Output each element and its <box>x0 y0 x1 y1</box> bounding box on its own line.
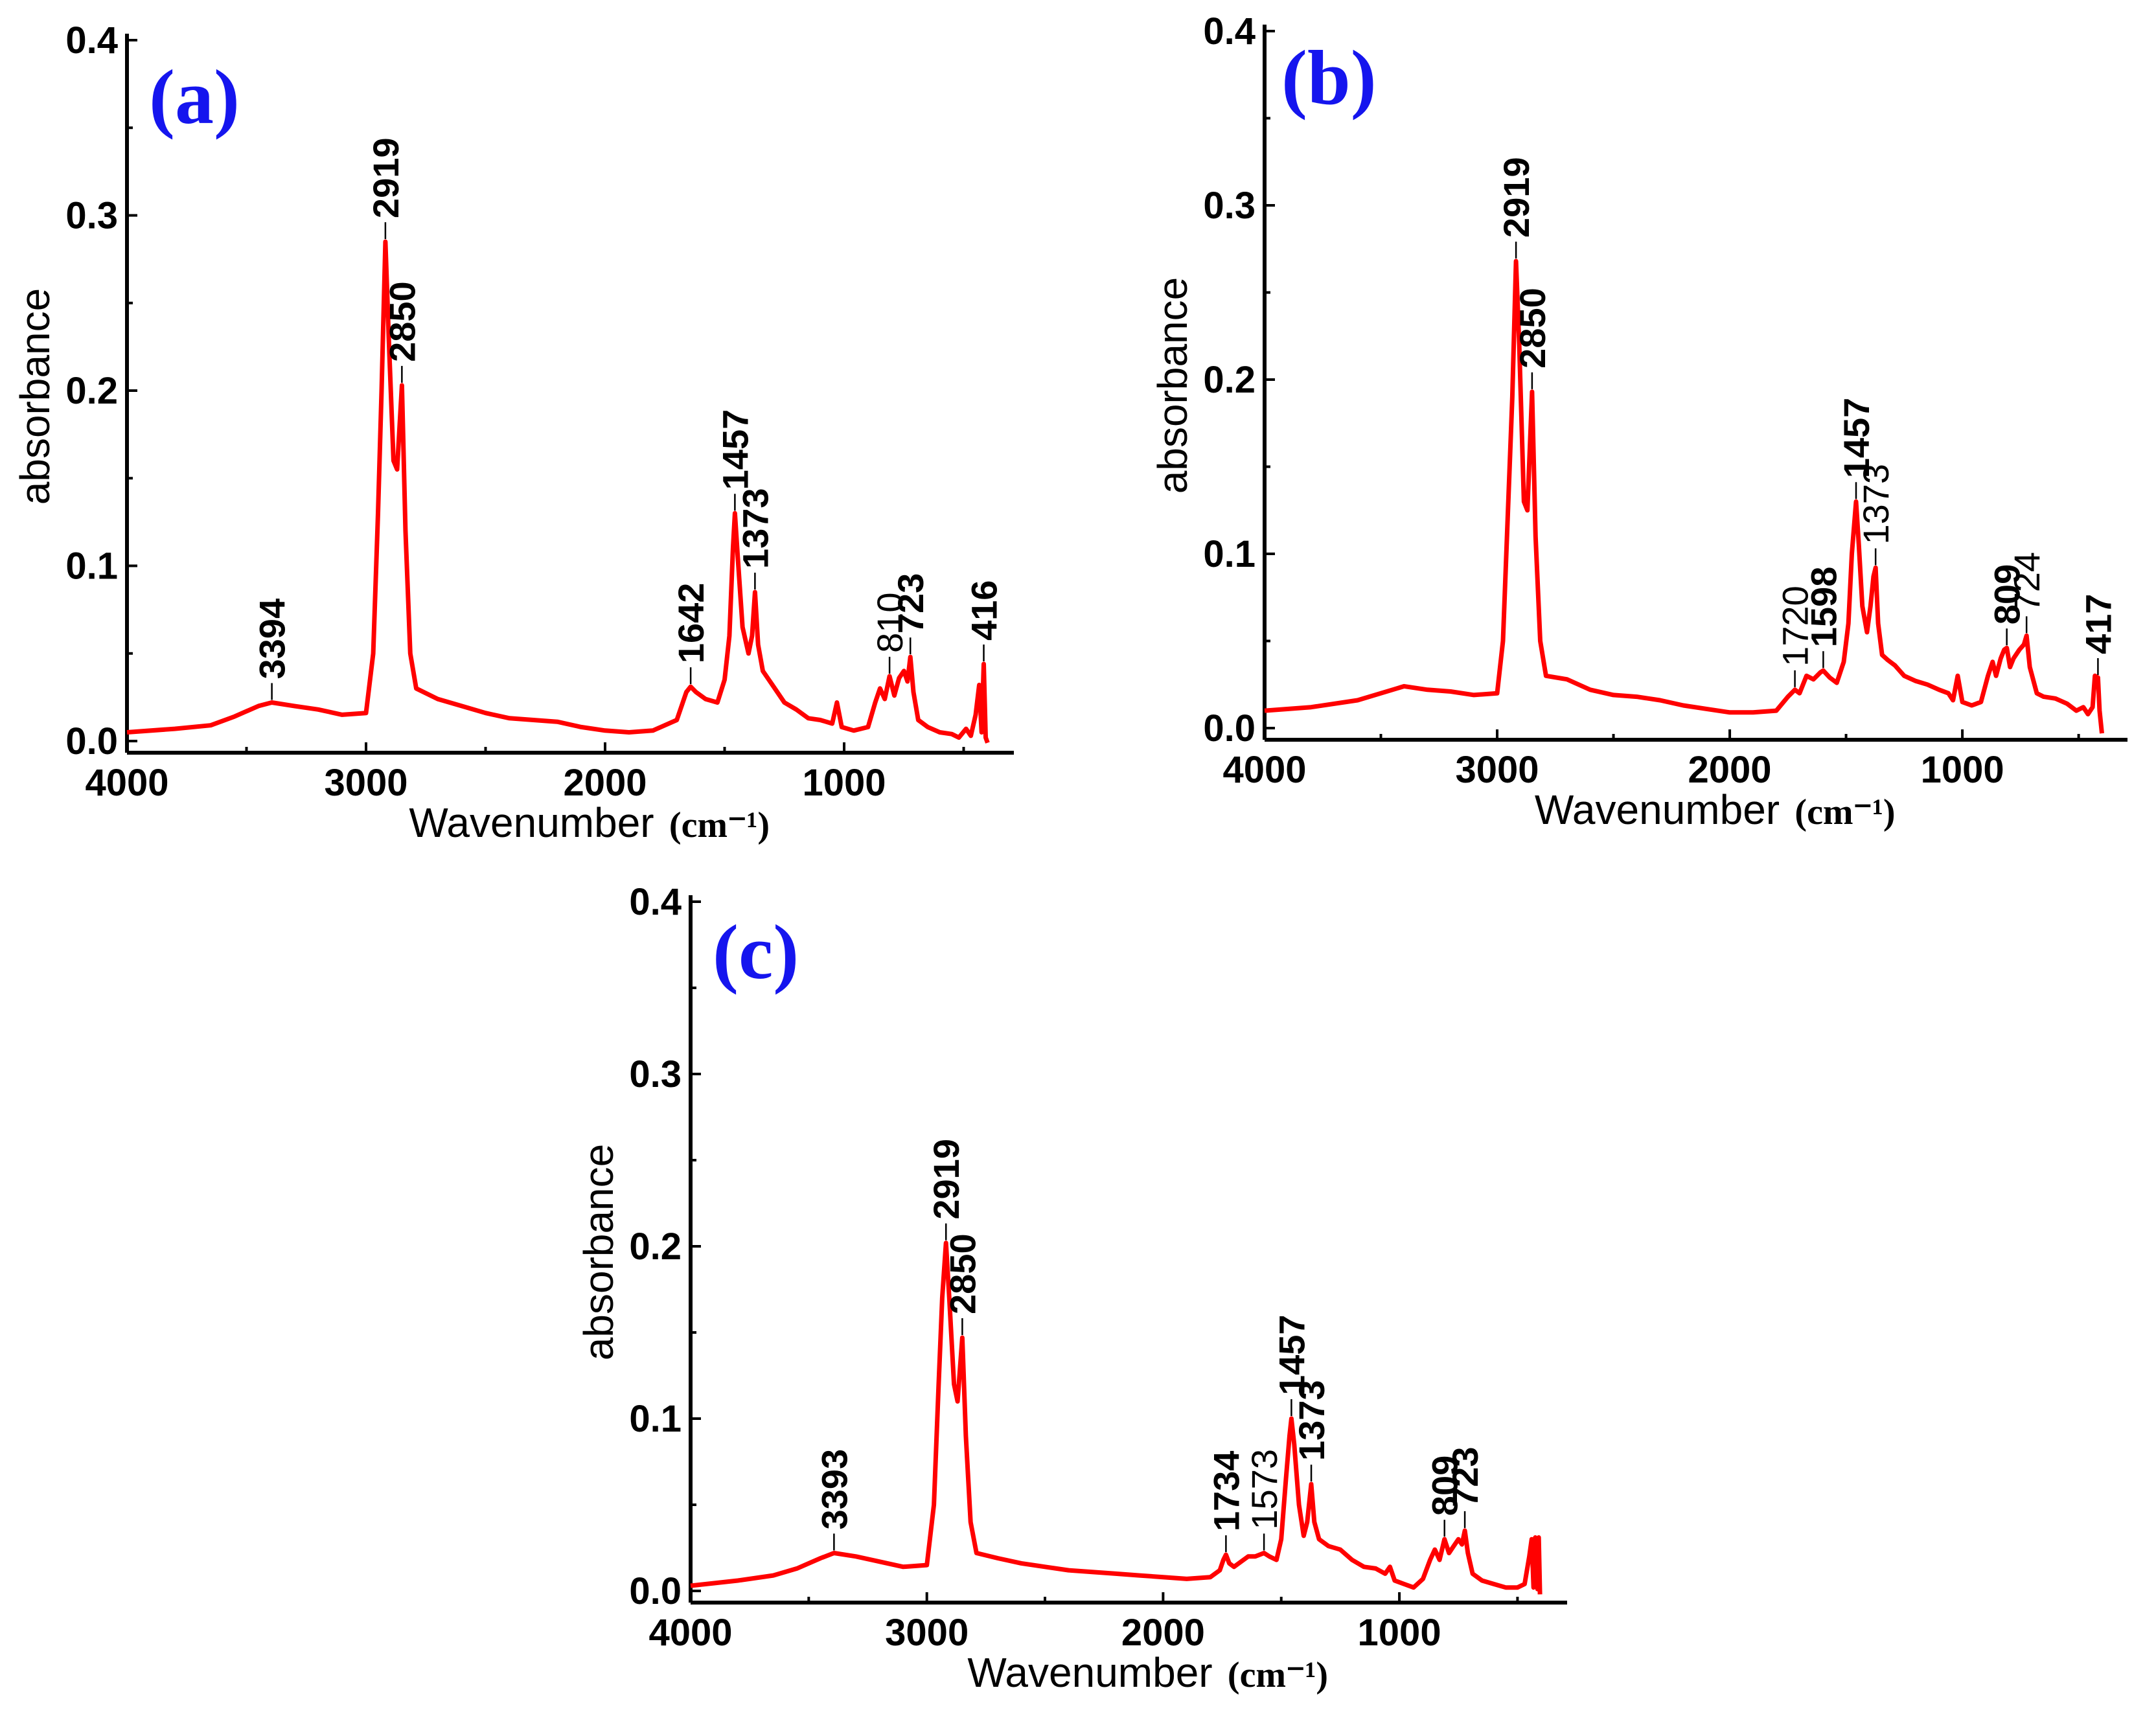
peak-label: 1457 <box>1271 1314 1312 1395</box>
y-tick-label: 0.2 <box>629 1226 682 1268</box>
y-axis-title: absorbance <box>575 1144 622 1360</box>
peak-label: 2919 <box>926 1139 967 1220</box>
peak-label: 723 <box>890 573 931 634</box>
panel-label: (c) <box>713 909 799 995</box>
panel-label: (a) <box>149 54 240 140</box>
chart-panel-2: 0.0 0.1 0.2 0.3 0.4 4000 3000 2000 1000 Wavenumbe… <box>575 881 1567 1696</box>
series-line-spectrum-b- <box>1264 258 2104 734</box>
peak-label: 1373 <box>1291 1380 1332 1461</box>
peak-label: 1720 <box>1775 586 1816 667</box>
chart-panel-0: 0.0 0.1 0.2 0.3 0.4 4000 3000 2000 1000 Wavenumbe… <box>12 19 1014 846</box>
x-axis-title: Wavenumber <box>1535 786 1780 833</box>
x-tick-label: 3000 <box>885 1612 969 1654</box>
peak-label: 809 <box>1987 564 2028 624</box>
peak-label: 2850 <box>1512 288 1553 369</box>
y-tick-label: 0.1 <box>65 545 118 588</box>
y-tick-label: 0.1 <box>629 1398 682 1440</box>
y-tick-label: 0.4 <box>1203 10 1256 52</box>
x-tick-label: 1000 <box>1358 1612 1441 1654</box>
x-tick-label: 1000 <box>1921 749 2004 791</box>
x-tick-label: 2000 <box>1688 749 1772 791</box>
peak-label: 1598 <box>1803 567 1844 648</box>
peak-label: 1573 <box>1244 1449 1285 1530</box>
peak-label: 1734 <box>1206 1451 1246 1532</box>
x-axis-unit: (cm⁻¹) <box>1795 792 1895 832</box>
chart-panel-1: 0.0 0.1 0.2 0.3 0.4 4000 3000 2000 1000 Wavenumbe… <box>1149 10 2127 833</box>
y-tick-label: 0.3 <box>65 195 118 237</box>
peak-label: 809 <box>1425 1456 1465 1516</box>
peak-label: 3394 <box>252 599 293 680</box>
peak-label: 2850 <box>942 1233 983 1314</box>
y-tick-label: 0.1 <box>1203 533 1256 575</box>
x-axis-unit: (cm⁻¹) <box>1228 1655 1328 1695</box>
panel-label: (b) <box>1281 34 1377 120</box>
x-tick-label: 3000 <box>1456 749 1539 791</box>
y-tick-label: 0.0 <box>65 720 118 762</box>
y-tick-label: 0.2 <box>65 370 118 412</box>
peak-label: 1457 <box>1836 398 1877 479</box>
peak-label: 416 <box>964 580 1005 641</box>
y-axis-title: absorbance <box>12 288 58 505</box>
x-tick-label: 3000 <box>324 762 407 804</box>
x-axis-title: Wavenumber <box>409 799 654 846</box>
x-axis-unit: (cm⁻¹) <box>669 805 770 845</box>
peak-label: 723 <box>1445 1446 1485 1507</box>
peak-label: 2919 <box>1496 157 1537 238</box>
y-tick-label: 0.4 <box>629 881 682 923</box>
peak-label: 1457 <box>715 409 755 490</box>
x-tick-label: 2000 <box>1121 1612 1205 1654</box>
peak-label: 417 <box>2078 594 2118 654</box>
peak-label: 724 <box>2006 552 2047 612</box>
series-line-spectrum-a- <box>126 239 990 744</box>
y-axis-title: absorbance <box>1149 277 1196 494</box>
series-line-spectrum-c- <box>690 1240 1542 1595</box>
peak-label: 1642 <box>671 583 711 664</box>
y-tick-label: 0.3 <box>629 1053 682 1095</box>
y-tick-label: 0.4 <box>65 19 118 62</box>
peak-label: 2919 <box>365 137 406 218</box>
x-tick-label: 4000 <box>85 762 168 804</box>
x-tick-label: 2000 <box>563 762 647 804</box>
y-tick-label: 0.2 <box>1203 359 1256 401</box>
peak-label: 1373 <box>1855 464 1896 545</box>
peak-label: 810 <box>869 592 910 652</box>
x-tick-label: 4000 <box>648 1612 732 1654</box>
peak-label: 3393 <box>814 1449 854 1530</box>
peak-label: 2850 <box>382 281 422 362</box>
y-tick-label: 0.3 <box>1203 185 1256 227</box>
x-tick-label: 4000 <box>1222 749 1306 791</box>
peak-label: 1373 <box>735 488 775 569</box>
y-tick-label: 0.0 <box>1203 707 1256 749</box>
y-tick-label: 0.0 <box>629 1570 682 1612</box>
x-axis-title: Wavenumber <box>967 1649 1212 1696</box>
x-tick-label: 1000 <box>802 762 886 804</box>
